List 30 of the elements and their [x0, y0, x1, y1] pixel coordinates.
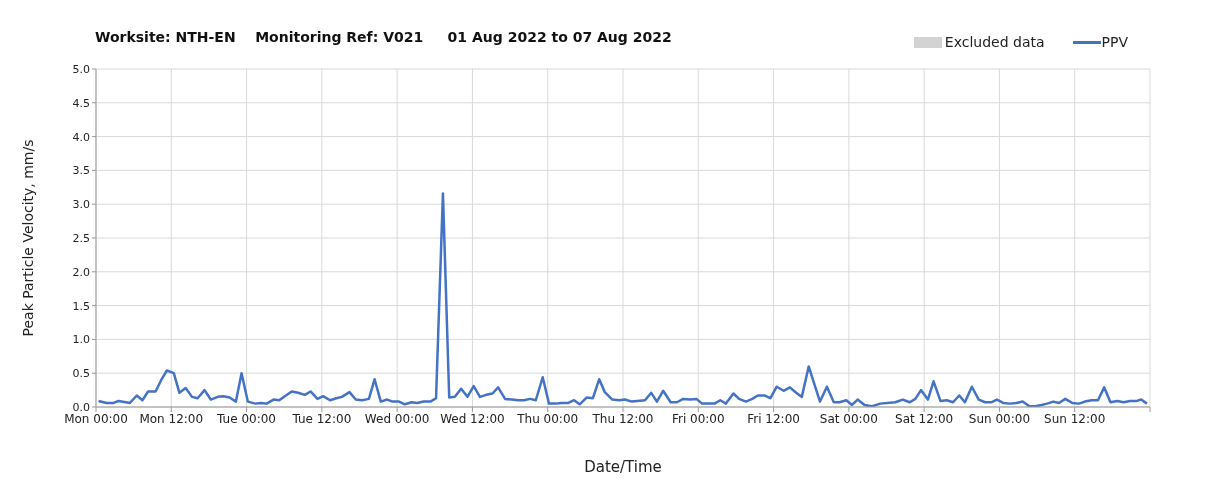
legend-label: PPV [1101, 34, 1128, 50]
x-tick-label: Thu 00:00 [516, 411, 579, 426]
x-tick-label: Tue 00:00 [216, 411, 277, 426]
y-tick-label: 0.5 [72, 367, 90, 381]
x-tick-label: Fri 12:00 [747, 411, 800, 426]
x-tick-label: Sun 12:00 [1044, 411, 1106, 426]
chart-title: Worksite: NTH-EN Monitoring Ref: V021 01 Aug 2022 to 07 Aug 2022 [95, 29, 672, 45]
y-tick-label: 2.5 [72, 231, 90, 245]
x-tick-label: Wed 00:00 [364, 411, 430, 426]
y-tick-label: 1.5 [72, 299, 90, 313]
y-tick-label: 3.5 [72, 164, 90, 178]
y-axis-title: Peak Particle Velocity, mm/s [19, 139, 36, 337]
x-tick-label: Sat 00:00 [819, 411, 878, 426]
y-tick-label: 4.0 [72, 130, 90, 144]
y-tick-label: 1.0 [72, 333, 90, 347]
x-tick-label: Thu 12:00 [591, 411, 654, 426]
x-tick-label: Tue 12:00 [291, 411, 352, 426]
x-tick-label: Sun 00:00 [968, 411, 1031, 426]
x-tick-label: Mon 12:00 [139, 411, 204, 426]
x-tick-label: Fri 00:00 [671, 411, 725, 426]
y-tick-label: 2.0 [72, 265, 90, 279]
y-tick-label: 5.0 [72, 62, 90, 76]
x-axis-title: Date/Time [584, 458, 662, 476]
legend-label: Excluded data [944, 34, 1045, 50]
x-tick-label: Wed 12:00 [440, 411, 505, 426]
x-tick-label: Mon 00:00 [64, 411, 128, 426]
y-tick-label: 0.0 [72, 400, 90, 414]
x-tick-label: Sat 12:00 [895, 411, 954, 426]
y-tick-label: 3.0 [72, 198, 90, 212]
y-tick-label: 4.5 [72, 96, 90, 110]
